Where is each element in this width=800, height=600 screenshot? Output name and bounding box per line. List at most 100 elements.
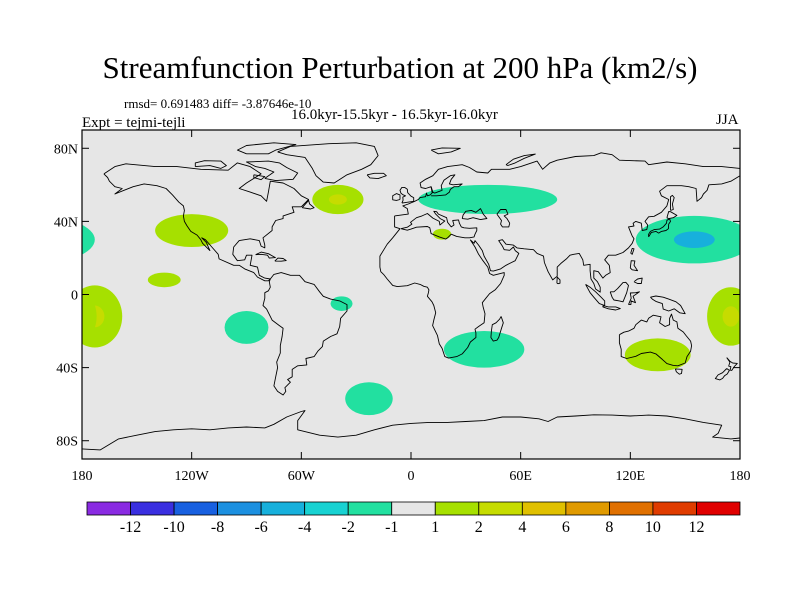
map-axes: 80N 40N 0 40S 80S 180 120W 60W 0 60E 120E 180 — [54, 130, 751, 484]
lon-tick-label: 60W — [288, 469, 316, 484]
colorbar-swatch — [609, 501, 654, 516]
colorbar-label: 10 — [645, 519, 661, 536]
anomaly-west-pacific-tropics-core — [722, 306, 740, 327]
lon-tick-label: 180 — [72, 469, 93, 484]
colorbar-label: -10 — [163, 519, 184, 536]
iceland — [366, 172, 387, 180]
anomaly-northwest-pacific — [82, 224, 95, 255]
colorbar: -12 -10 -8 -6 -4 -2 -1 1 2 4 6 8 10 12 — [86, 501, 741, 536]
australia — [618, 313, 693, 367]
philippines-mindanao — [633, 277, 643, 284]
svalbard — [430, 147, 461, 155]
anomaly-layer — [16, 184, 762, 416]
anomaly-australia — [624, 338, 691, 372]
lat-tick-label: 0 — [71, 289, 78, 304]
philippines-luzon — [629, 260, 639, 272]
south-america-coast — [262, 272, 348, 396]
anomaly-europe-asia — [418, 184, 558, 215]
madagascar — [490, 316, 504, 342]
newfoundland — [301, 199, 315, 210]
anomaly-northwest-pacific-core — [673, 231, 715, 248]
anomaly-south-pacific-east-core — [743, 306, 762, 328]
colorbar-swatch — [696, 501, 741, 516]
lon-tick-label: 120E — [616, 469, 646, 484]
colorbar-swatch — [652, 501, 697, 516]
colorbar-swatch — [565, 501, 610, 516]
lon-tick-label: 120W — [175, 469, 210, 484]
sumatra — [585, 284, 606, 306]
eurasia-africa-coast — [379, 152, 740, 359]
anomaly-southeast-pacific — [224, 310, 269, 344]
tasmania — [674, 368, 683, 375]
north-america-coast — [103, 162, 310, 282]
colorbar-label: 2 — [475, 519, 483, 536]
hokkaido — [666, 211, 678, 220]
taiwan — [630, 247, 635, 255]
colorbar-label: -1 — [385, 519, 398, 536]
lat-tick-label: 40S — [56, 362, 78, 377]
anomaly-northwest-pacific-core — [16, 231, 57, 248]
colorbar-swatch — [304, 501, 349, 516]
colorbar-swatch — [521, 501, 567, 516]
lat-tick-label: 80N — [54, 142, 78, 157]
anomaly-central-pacific — [147, 272, 181, 288]
colorbar-label: -8 — [211, 519, 224, 536]
lon-tick-label: 180 — [730, 469, 751, 484]
black-sea — [461, 208, 488, 221]
colorbar-swatch — [434, 501, 480, 516]
victoria-island — [194, 160, 227, 169]
new-zealand-south — [714, 368, 730, 381]
anomaly-west-pacific-tropics-core — [65, 306, 82, 326]
map-title: Streamfunction Perturbation at 200 hPa (… — [102, 50, 698, 85]
borneo — [609, 281, 629, 303]
colorbar-swatch — [260, 501, 306, 516]
lon-tick-label: 0 — [408, 469, 415, 484]
coastline-layer — [82, 142, 740, 451]
lat-tick-label: 40N — [54, 215, 78, 230]
period-text: 16.0kyr-15.5kyr - 16.5kyr-16.0kyr — [291, 107, 498, 123]
new-guinea — [650, 295, 686, 315]
sri-lanka — [556, 276, 561, 285]
colorbar-swatch — [173, 501, 218, 516]
cuba — [255, 251, 276, 259]
anomaly-west-pacific-tropics — [82, 289, 97, 344]
colorbar-label: -6 — [254, 519, 267, 536]
greenland-coast — [277, 142, 379, 184]
java — [602, 305, 621, 311]
anomaly-tropical-atlantic — [330, 296, 353, 311]
colorbar-label: 8 — [605, 519, 613, 536]
hispaniola — [274, 257, 287, 262]
colorbar-swatch — [347, 501, 393, 516]
ellesmere-island — [236, 142, 297, 155]
experiment-text: Expt = tejmi-tejli — [82, 115, 186, 131]
anomaly-north-pacific-east — [155, 214, 229, 247]
anomaly-south-atlantic — [345, 382, 393, 416]
lat-tick-label: 80S — [56, 435, 78, 450]
colorbar-swatch — [391, 501, 436, 516]
hudson-bay-islands — [253, 174, 266, 181]
new-zealand-north — [726, 357, 738, 371]
colorbar-label: -2 — [342, 519, 355, 536]
lon-tick-label: 60E — [509, 469, 532, 484]
novaya-zemlya — [505, 153, 536, 166]
mediterranean-north-coast — [400, 210, 478, 240]
antarctica-coast — [82, 410, 740, 451]
colorbar-label: 12 — [688, 519, 704, 536]
british-isles — [399, 186, 415, 204]
japan — [648, 218, 671, 238]
anomaly-north-atlantic-core — [328, 194, 347, 205]
anomaly-southern-africa — [443, 331, 525, 368]
colorbar-label: 1 — [431, 519, 439, 536]
sulawesi — [628, 291, 640, 306]
colorbar-label: 6 — [562, 519, 570, 536]
rmsd-diff-text: rmsd= 0.691483 diff= -3.87646e-10 — [124, 96, 312, 111]
colorbar-label: -4 — [298, 519, 311, 536]
map-background — [82, 130, 740, 459]
caspian-sea — [496, 209, 511, 228]
colorbar-swatch — [478, 501, 523, 516]
baltic-gulf — [430, 174, 463, 197]
ireland — [392, 193, 401, 201]
anomaly-mediterranean — [432, 228, 452, 240]
baffin-island — [246, 160, 299, 182]
